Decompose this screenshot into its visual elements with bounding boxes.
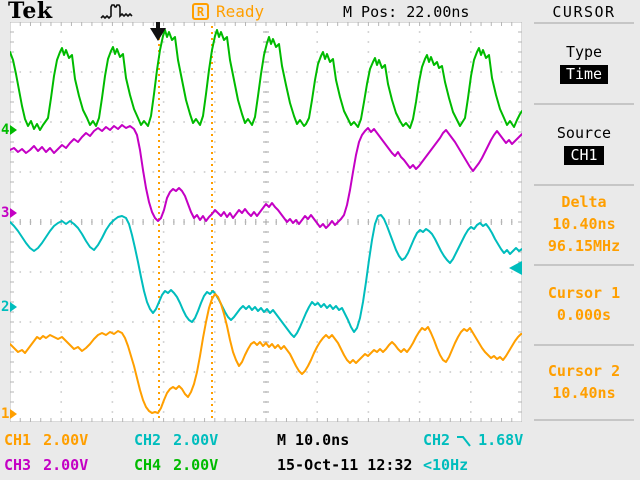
delta-freq-value: 96.15MHz — [547, 237, 621, 255]
ch3-trace — [10, 124, 522, 229]
divider — [534, 103, 634, 105]
menu-item-delta[interactable]: Delta 10.40ns 96.15MHz — [528, 186, 640, 262]
trigger-status: R Ready — [192, 2, 264, 21]
ch1-scale-readout: CH1 2.00V — [4, 431, 88, 449]
divider — [534, 184, 634, 186]
menu-item-cursor2[interactable]: Cursor 2 10.40ns — [528, 346, 640, 418]
trigger-activity-icon — [100, 4, 133, 20]
right-arrow-icon — [10, 409, 18, 419]
menu-item-cursor1[interactable]: Cursor 1 0.000s — [528, 266, 640, 342]
ch1-ground-marker[interactable]: 1 — [1, 406, 18, 422]
cursor2-label: Cursor 2 — [547, 362, 621, 380]
ch4-volts-per-div: 2.00V — [173, 456, 219, 474]
divider — [534, 22, 634, 24]
horizontal-position-readout: M Pos: 22.00ns — [343, 3, 470, 21]
ground-marker-digit: 2 — [1, 299, 10, 315]
menu-item-value: Time — [559, 64, 609, 84]
trigger-frequency-readout: <10Hz — [423, 456, 469, 474]
ch1-volts-per-div: 2.00V — [43, 431, 89, 449]
trigger-source-label: CH2 — [423, 431, 451, 449]
ch3-ground-marker[interactable]: 3 — [1, 205, 18, 221]
ch2-trace — [10, 214, 522, 338]
trigger-level-marker[interactable] — [509, 261, 522, 275]
trigger-position-marker[interactable] — [150, 28, 166, 41]
trigger-status-label: Ready — [216, 2, 265, 21]
right-arrow-icon — [10, 125, 18, 135]
ch2-ground-marker[interactable]: 2 — [1, 299, 18, 315]
menu-item-source[interactable]: Source CH1 — [528, 105, 640, 183]
soft-menu: CURSOR Type Time Source CH1 Delta 10.40n… — [528, 0, 640, 480]
cursor1-label: Cursor 1 — [547, 284, 621, 302]
ready-badge-icon: R — [192, 3, 209, 20]
menu-title: CURSOR — [552, 3, 616, 21]
right-arrow-icon — [10, 302, 18, 312]
ch2-label: CH2 — [134, 431, 162, 449]
falling-edge-icon — [457, 435, 471, 447]
ch4-ground-marker[interactable]: 4 — [1, 122, 18, 138]
ch3-volts-per-div: 2.00V — [43, 456, 89, 474]
menu-item-type[interactable]: Type Time — [528, 24, 640, 102]
cursor1-value: 0.000s — [556, 306, 612, 324]
cursor2-value: 10.40ns — [552, 384, 616, 402]
ch3-scale-readout: CH3 2.00V — [4, 456, 88, 474]
menu-item-label: Type — [565, 42, 603, 61]
divider — [534, 419, 634, 421]
delta-label: Delta — [561, 193, 607, 211]
tek-logo: Tek — [8, 0, 53, 24]
divider — [534, 264, 634, 266]
divider — [534, 344, 634, 346]
delta-time-value: 10.40ns — [552, 215, 616, 233]
timebase-readout: M 10.0ns — [277, 431, 350, 449]
waveform-display — [10, 22, 522, 422]
ch2-volts-per-div: 2.00V — [173, 431, 219, 449]
trigger-readout: CH2 1.68V — [423, 431, 523, 449]
ch1-label: CH1 — [4, 431, 32, 449]
ground-marker-digit: 1 — [1, 406, 10, 422]
right-arrow-icon — [10, 208, 18, 218]
ground-marker-digit: 3 — [1, 205, 10, 221]
ch2-scale-readout: CH2 2.00V — [134, 431, 218, 449]
ch3-label: CH3 — [4, 456, 32, 474]
ch4-label: CH4 — [134, 456, 162, 474]
menu-item-label: Source — [556, 123, 612, 142]
ch4-scale-readout: CH4 2.00V — [134, 456, 218, 474]
trigger-level-value: 1.68V — [478, 431, 524, 449]
datetime-readout: 15-Oct-11 12:32 — [277, 456, 413, 474]
ground-marker-digit: 4 — [1, 122, 10, 138]
ch1-trace — [10, 293, 522, 414]
ch4-trace — [10, 29, 522, 131]
menu-item-value: CH1 — [564, 145, 604, 165]
